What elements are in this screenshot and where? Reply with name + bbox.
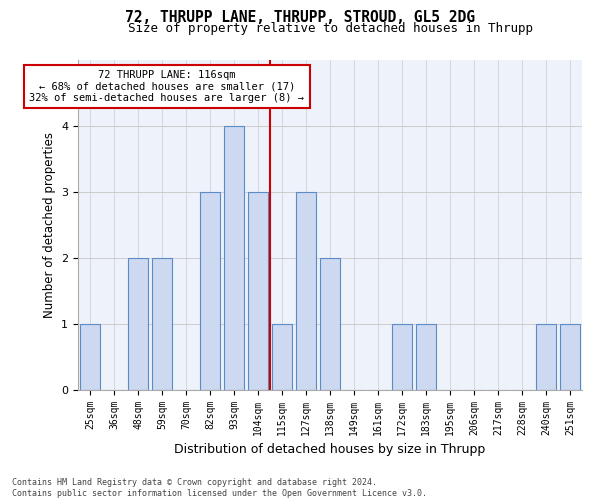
Bar [80,324,100,390]
Bar [152,258,172,390]
X-axis label: Distribution of detached houses by size in Thrupp: Distribution of detached houses by size … [175,444,485,456]
Text: Contains HM Land Registry data © Crown copyright and database right 2024.
Contai: Contains HM Land Registry data © Crown c… [12,478,427,498]
Bar [560,324,580,390]
Y-axis label: Number of detached properties: Number of detached properties [43,132,56,318]
Bar [272,324,292,390]
Bar [128,258,148,390]
Bar [536,324,556,390]
Bar [224,126,244,390]
Title: Size of property relative to detached houses in Thrupp: Size of property relative to detached ho… [128,22,533,35]
Bar [392,324,412,390]
Text: 72 THRUPP LANE: 116sqm
← 68% of detached houses are smaller (17)
32% of semi-det: 72 THRUPP LANE: 116sqm ← 68% of detached… [29,70,304,103]
Bar [320,258,340,390]
Text: 72, THRUPP LANE, THRUPP, STROUD, GL5 2DG: 72, THRUPP LANE, THRUPP, STROUD, GL5 2DG [125,10,475,25]
Bar [200,192,220,390]
Bar [416,324,436,390]
Bar [296,192,316,390]
Bar [248,192,268,390]
